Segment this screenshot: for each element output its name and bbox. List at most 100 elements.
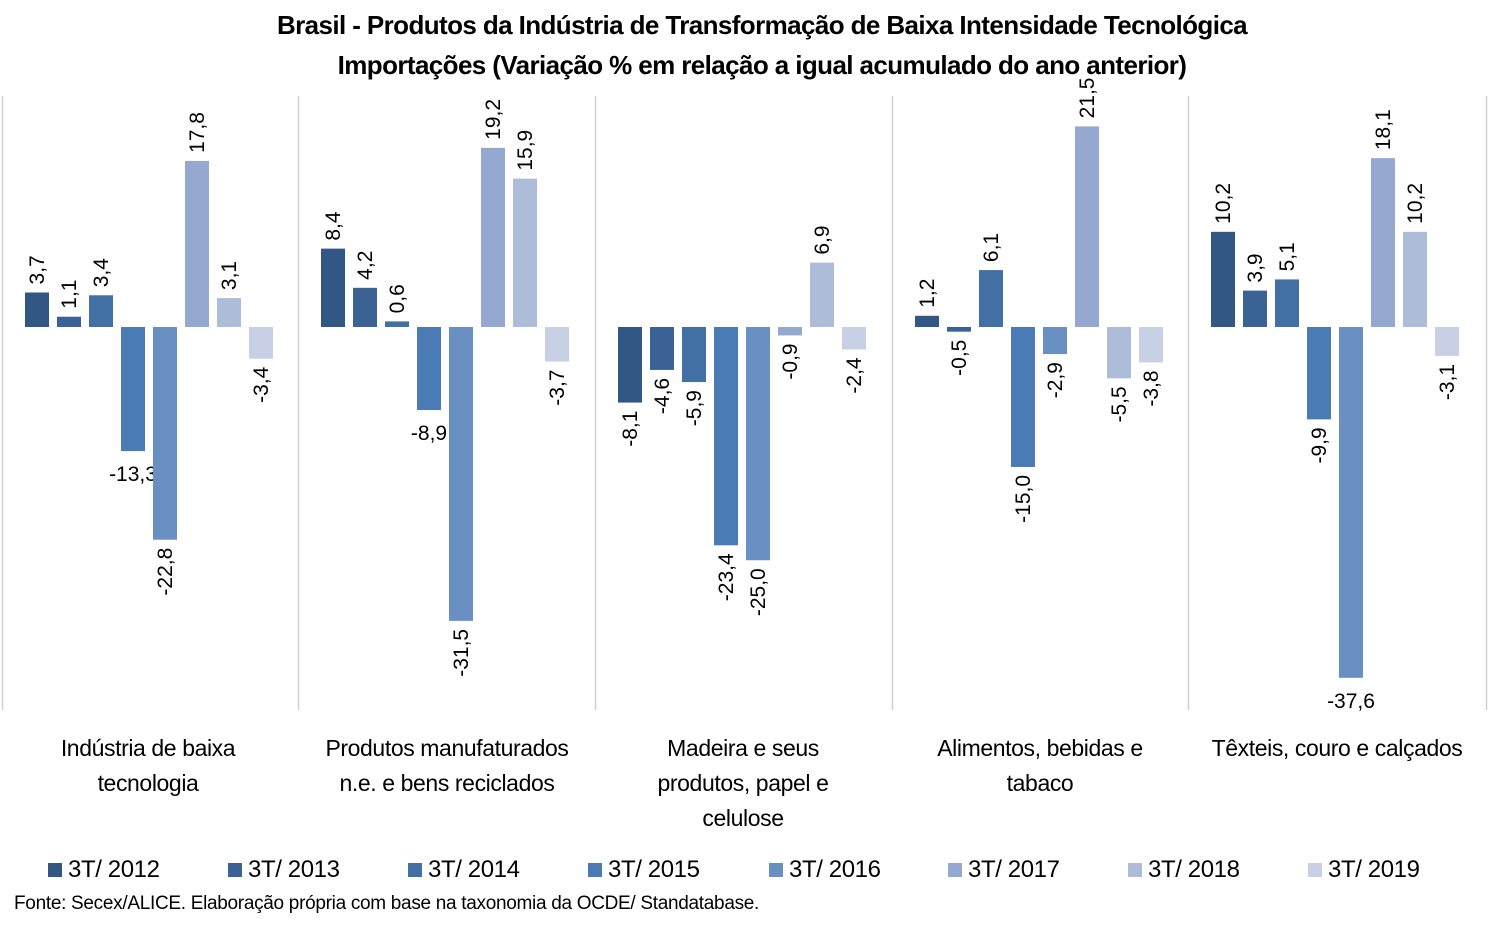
data-label: -0,5 [948,340,971,376]
data-label: -4,6 [651,378,674,414]
data-label: 17,8 [186,112,209,153]
data-label: 10,2 [1404,183,1427,224]
data-label: 1,2 [916,279,939,308]
data-label: -3,7 [546,370,569,406]
data-label: -3,4 [250,366,273,403]
legend-item: 3T/ 2017 [948,856,1060,884]
data-label: -25,0 [747,568,770,616]
legend-item: 3T/ 2013 [228,856,340,884]
legend-swatch [948,863,962,877]
category-label-line: Têxteis, couro e calçados [1211,735,1463,761]
bar [449,327,473,621]
bar [1243,290,1267,327]
legend-label: 3T/ 2015 [608,856,700,883]
data-label: 18,1 [1372,109,1395,150]
legend-item: 3T/ 2016 [769,856,881,884]
chart-subtitle: Importações (Variação % em relação a igu… [337,50,1187,80]
bar [650,327,674,370]
bar [1371,158,1395,327]
legend: 3T/ 2012 3T/ 2013 3T/ 2014 3T/ 2015 3T/ 2016… [0,856,1497,890]
bar [417,327,441,411]
category-label-line: Alimentos, bebidas e [937,735,1143,761]
category-label-line: tabaco [1006,770,1074,796]
data-label: -22,8 [154,548,177,596]
legend-label: 3T/ 2019 [1328,856,1420,883]
data-label: 5,1 [1276,242,1299,271]
bar [1043,327,1067,355]
bar [1275,279,1299,327]
bar [1139,327,1163,363]
bar [1075,126,1099,327]
bar [545,327,569,362]
bar [979,270,1003,327]
bar [385,321,409,327]
bar [353,287,377,327]
data-label: -5,9 [683,390,706,426]
category-label: Madeira e seus produtos, papel e celulose [593,731,893,836]
bar [618,327,642,403]
data-label: 3,9 [1244,253,1267,282]
legend-item: 3T/ 2019 [1308,856,1420,884]
data-label: 0,6 [386,284,409,313]
plot-area: 3,7 1,1 3,4 -13,3 -22,8 17,8 3,1 -3,4 8,4 4,2 0,6 -… [1,78,1488,713]
bar [25,292,49,327]
bar [89,295,113,327]
category-label: Indústria de baixa tecnologia [0,731,298,801]
data-label: -3,8 [1140,370,1163,406]
data-label: 15,9 [514,130,537,171]
bar [1307,327,1331,420]
bar [714,327,738,546]
bar [185,160,209,327]
bar [217,298,241,327]
bar [810,262,834,327]
data-label: -9,9 [1308,427,1331,463]
bar [153,327,177,540]
legend-swatch [1308,863,1322,877]
data-label: -2,9 [1044,362,1067,398]
legend-label: 3T/ 2018 [1148,856,1240,883]
category-label-line: produtos, papel e [657,770,829,796]
data-label: 6,1 [980,233,1003,262]
data-label: 3,4 [90,258,113,288]
bar [1403,231,1427,327]
data-label: -31,5 [450,629,473,677]
legend-item: 3T/ 2014 [408,856,520,884]
legend-label: 3T/ 2017 [968,856,1060,883]
bar [1435,327,1459,356]
bar [778,327,802,336]
legend-swatch [588,863,602,877]
legend-label: 3T/ 2014 [428,856,520,883]
data-label: 19,2 [482,99,505,140]
bar [1339,327,1363,678]
data-label: 3,7 [26,255,49,284]
data-label: -3,1 [1436,364,1459,400]
legend-swatch [1128,863,1142,877]
legend-swatch [769,863,783,877]
bar [1011,327,1035,467]
bar [842,327,866,350]
data-label: 1,1 [58,280,81,309]
legend-swatch [48,863,62,877]
bar [57,316,81,327]
category-label-line: Madeira e seus [667,735,819,761]
bar [915,315,939,327]
data-label: -37,6 [1327,690,1375,713]
bar [481,147,505,327]
bar [746,327,770,561]
legend-label: 3T/ 2012 [68,856,160,883]
category-label-line: Produtos manufaturados [325,735,569,761]
legend-item: 3T/ 2018 [1128,856,1240,884]
data-label: -15,0 [1012,475,1035,523]
legend-swatch [408,863,422,877]
data-label: 8,4 [322,211,345,241]
bar [682,327,706,383]
bar [249,327,273,359]
bar [1107,327,1131,379]
data-label: -5,5 [1108,386,1131,422]
data-label: -8,1 [619,411,642,447]
legend-label: 3T/ 2016 [789,856,881,883]
data-label: -13,3 [109,463,157,486]
bar [513,178,537,327]
legend-item: 3T/ 2015 [588,856,700,884]
bar [121,327,145,452]
